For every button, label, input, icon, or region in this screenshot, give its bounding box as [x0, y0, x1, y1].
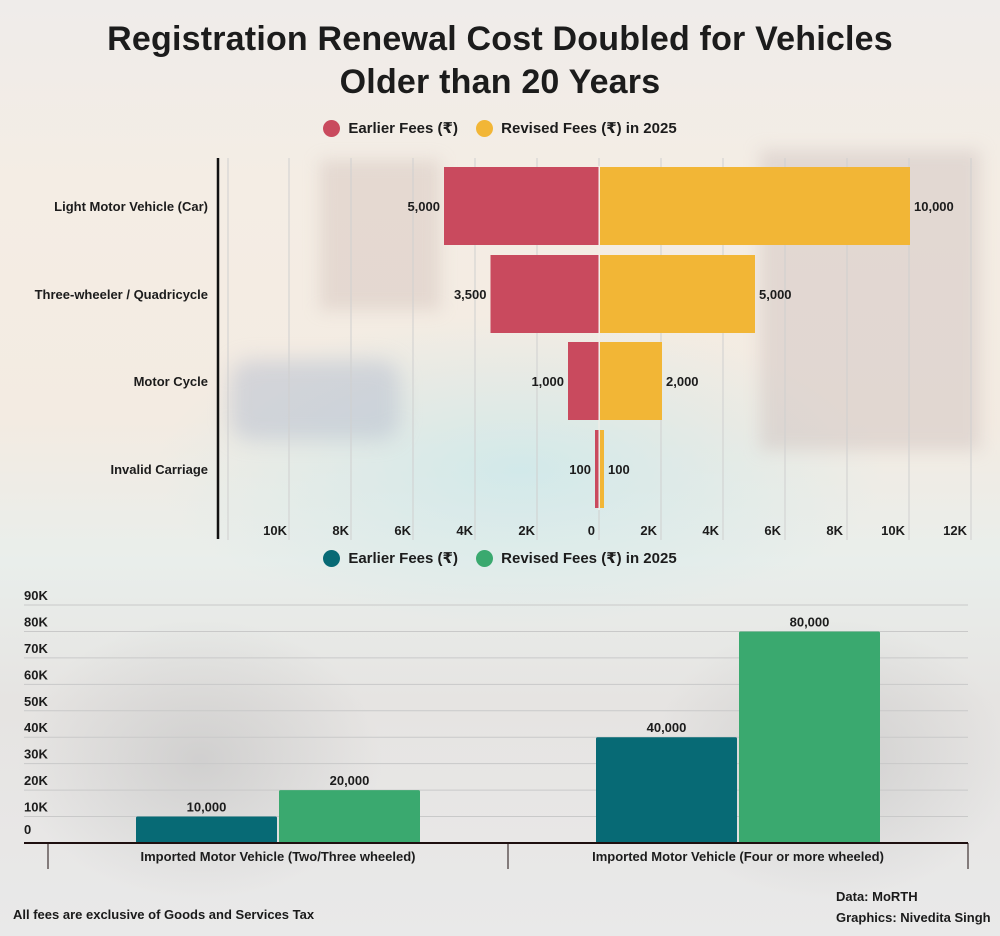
category-label: Imported Motor Vehicle (Four or more whe…: [592, 849, 884, 864]
background-blur: [320, 160, 440, 310]
y-tick-label: 50K: [24, 694, 48, 709]
y-tick-label: 80K: [24, 614, 48, 629]
legend-item-revised: Revised Fees (₹) in 2025: [476, 119, 677, 137]
data-label-earlier: 5,000: [407, 199, 440, 214]
bar-revised: [600, 167, 910, 245]
data-label-earlier: 10,000: [187, 800, 227, 815]
bar-revised: [600, 430, 604, 508]
data-label-revised: 20,000: [330, 773, 370, 788]
bar-revised: [279, 790, 420, 843]
x-tick-label: 12K: [943, 523, 967, 538]
credits: Data: MoRTH Graphics: Nivedita Singh: [836, 886, 991, 928]
x-tick-label: 4K: [702, 523, 719, 538]
y-tick-label: 10K: [24, 800, 48, 815]
graphics-credit: Graphics: Nivedita Singh: [836, 910, 991, 925]
y-tick-label: 40K: [24, 720, 48, 735]
x-tick-label: 2K: [518, 523, 535, 538]
x-tick-label: 6K: [764, 523, 781, 538]
bar-earlier: [136, 816, 277, 843]
category-label: Imported Motor Vehicle (Two/Three wheele…: [141, 849, 416, 864]
background-blur: [230, 360, 400, 440]
legend-label-revised: Revised Fees (₹) in 2025: [501, 550, 677, 567]
legend-bottom-chart: Earlier Fees (₹) Revised Fees (₹) in 202…: [0, 549, 1000, 571]
bar-earlier: [490, 255, 599, 333]
legend-item-earlier: Earlier Fees (₹): [323, 119, 458, 137]
title-line-1: Registration Renewal Cost Doubled for Ve…: [107, 20, 893, 58]
bar-revised: [600, 255, 755, 333]
x-tick-label: 0: [588, 523, 595, 538]
bar-revised: [739, 631, 880, 843]
legend-top-chart: Earlier Fees (₹) Revised Fees (₹) in 202…: [0, 119, 1000, 141]
legend-swatch-revised: [476, 119, 494, 137]
title-line-2: Older than 20 Years: [339, 63, 661, 101]
x-tick-label: 8K: [826, 523, 843, 538]
x-tick-label: 4K: [456, 523, 473, 538]
legend-item-earlier: Earlier Fees (₹): [323, 549, 458, 567]
category-label: Three-wheeler / Quadricycle: [35, 287, 208, 302]
bar-earlier: [444, 167, 599, 245]
chart-title: Registration Renewal Cost Doubled for Ve…: [0, 18, 1000, 104]
x-tick-label: 10K: [263, 523, 287, 538]
x-tick-label: 2K: [640, 523, 657, 538]
x-tick-label: 8K: [332, 523, 349, 538]
y-tick-label: 90K: [24, 588, 48, 603]
category-label: Light Motor Vehicle (Car): [54, 199, 208, 214]
data-label-earlier: 40,000: [647, 720, 687, 735]
y-tick-label: 0: [24, 822, 31, 837]
data-label-revised: 80,000: [790, 614, 830, 629]
data-label-revised: 100: [608, 462, 630, 477]
category-label: Invalid Carriage: [110, 462, 208, 477]
y-tick-label: 60K: [24, 667, 48, 682]
data-label-revised: 5,000: [759, 287, 792, 302]
legend-swatch-earlier: [323, 119, 341, 137]
bar-earlier: [568, 342, 599, 420]
y-tick-label: 30K: [24, 747, 48, 762]
x-tick-label: 6K: [394, 523, 411, 538]
data-label-earlier: 1,000: [531, 374, 564, 389]
footnote: All fees are exclusive of Goods and Serv…: [13, 907, 315, 922]
legend-item-revised: Revised Fees (₹) in 2025: [476, 549, 677, 567]
y-tick-label: 70K: [24, 641, 48, 656]
data-label-earlier: 3,500: [454, 287, 487, 302]
bar-earlier: [595, 430, 599, 508]
bar-earlier: [596, 737, 737, 843]
x-tick-label: 10K: [881, 523, 905, 538]
legend-label-earlier: Earlier Fees (₹): [348, 120, 458, 137]
legend-label-earlier: Earlier Fees (₹): [348, 550, 458, 567]
legend-swatch-revised: [476, 549, 494, 567]
category-label: Motor Cycle: [134, 374, 208, 389]
y-tick-label: 20K: [24, 773, 48, 788]
data-source: Data: MoRTH: [836, 889, 918, 904]
data-label-earlier: 100: [569, 462, 591, 477]
legend-label-revised: Revised Fees (₹) in 2025: [501, 120, 677, 137]
data-label-revised: 2,000: [666, 374, 699, 389]
legend-swatch-earlier: [323, 549, 341, 567]
bar-revised: [600, 342, 662, 420]
data-label-revised: 10,000: [914, 199, 954, 214]
